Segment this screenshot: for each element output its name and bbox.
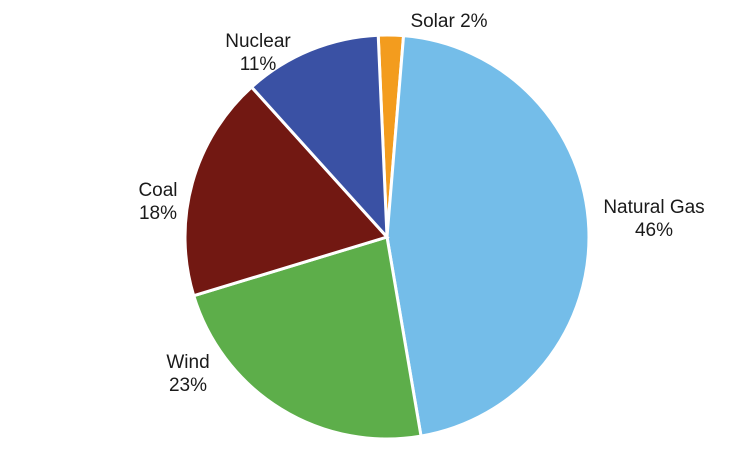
slice-label-solar: Solar 2% — [410, 11, 487, 32]
pie-slice-wind — [191, 235, 423, 441]
slice-label-name-wind: Wind — [166, 352, 209, 373]
slice-label-percent-wind: 23% — [169, 375, 207, 396]
pie-slice-natural-gas — [385, 34, 591, 438]
slice-label-name-coal: Coal — [138, 180, 177, 201]
pie-slices — [183, 33, 591, 441]
slice-label-percent-nuclear: 11% — [240, 54, 277, 75]
slice-label-percent-natural-gas: 46% — [635, 220, 673, 241]
slice-label-percent-coal: 18% — [139, 203, 177, 224]
pie-slice-coal — [183, 85, 390, 298]
pie-slice-nuclear — [249, 33, 389, 242]
slice-label-name-natural-gas: Natural Gas — [603, 197, 704, 218]
slice-label-name-nuclear: Nuclear — [225, 31, 291, 52]
